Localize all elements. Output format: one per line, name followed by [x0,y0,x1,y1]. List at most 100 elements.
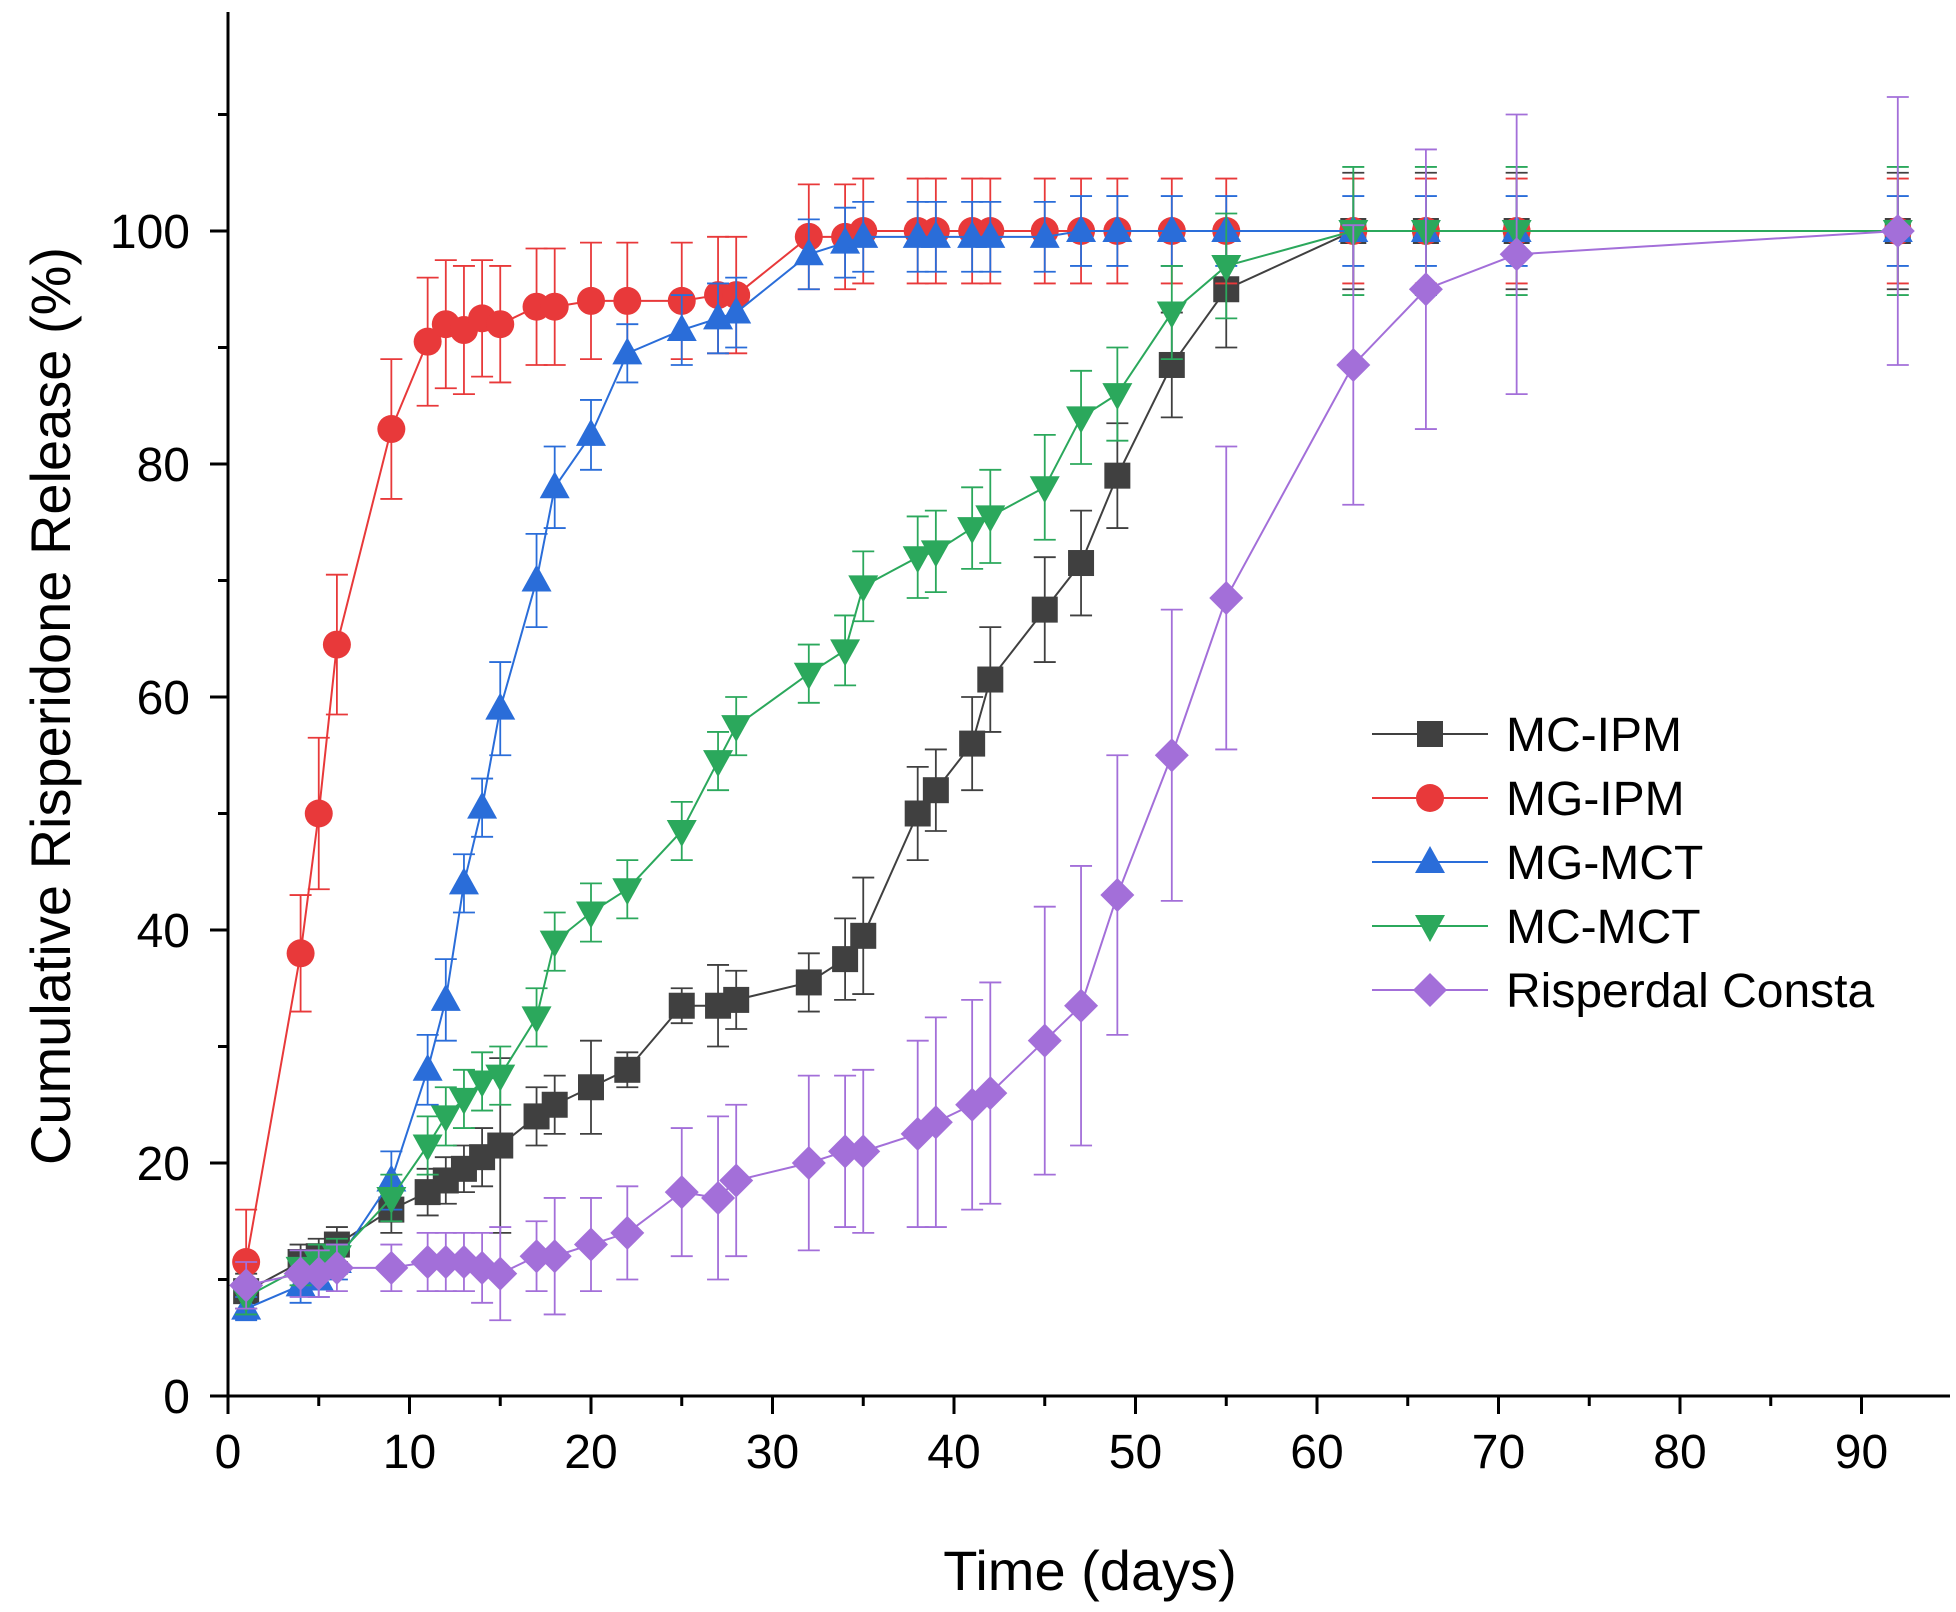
data-point-mg-ipm-5 [413,327,442,356]
data-point-risperdal-consta-3 [319,1250,354,1285]
data-point-risperdal-consta-4 [374,1250,409,1285]
data-point-mg-ipm-12 [577,286,605,315]
data-point-mc-mct-16 [721,715,752,743]
series-mg-mct [231,195,1913,1322]
data-point-mg-ipm-9 [486,310,515,339]
data-point-mg-mct-5 [412,1053,443,1081]
data-point-mg-mct-14 [666,314,697,342]
data-point-mc-mct-28 [1211,254,1242,282]
legend-marker-risperdal-consta [1413,973,1447,1007]
data-point-mc-ipm-14 [668,992,695,1019]
x-tick-label-60: 60 [1290,1426,1343,1479]
data-point-mc-ipm-26 [1104,462,1131,489]
data-point-mc-mct-10 [521,1006,552,1034]
plot-area [229,96,1915,1322]
data-point-risperdal-consta-10 [519,1239,554,1274]
data-point-risperdal-consta-23 [973,1076,1008,1111]
data-point-mc-mct-6 [430,1105,461,1133]
data-point-mc-mct-11 [539,930,570,958]
data-point-mc-mct-13 [612,878,643,906]
data-point-mc-ipm-23 [977,666,1004,693]
x-tick-label-90: 90 [1835,1426,1888,1479]
data-point-mc-mct-17 [793,662,824,690]
data-point-mg-mct-21 [920,220,951,248]
data-point-risperdal-consta-19 [846,1134,881,1169]
data-point-risperdal-consta-6 [428,1245,463,1280]
data-point-risperdal-consta-26 [1100,878,1135,913]
data-point-risperdal-consta-17 [791,1146,826,1180]
series-risperdal-consta [229,96,1915,1322]
data-point-risperdal-consta-32 [1880,214,1915,248]
data-point-mc-ipm-19 [850,922,877,949]
data-point-mg-mct-27 [1156,215,1187,242]
data-point-mc-ipm-9 [487,1132,514,1159]
data-point-mc-mct-25 [1066,406,1097,434]
data-point-mc-mct-26 [1102,383,1133,411]
data-point-mc-mct-8 [467,1070,498,1098]
x-tick-label-50: 50 [1109,1426,1162,1479]
y-tick-label-40: 40 [137,905,190,958]
y-tick-label-100: 100 [110,206,190,259]
x-tick-label-70: 70 [1472,1426,1525,1479]
data-point-risperdal-consta-11 [537,1239,572,1274]
data-point-mg-mct-11 [539,471,570,499]
data-point-mc-ipm-22 [959,730,986,757]
data-point-risperdal-consta-30 [1408,272,1443,307]
data-point-mc-mct-12 [576,901,606,929]
data-point-mc-mct-14 [666,819,697,847]
data-point-mc-ipm-12 [578,1074,604,1101]
axes [226,12,1950,1398]
data-point-mg-mct-25 [1066,215,1097,242]
legend-marker-mg-ipm [1416,784,1444,812]
data-point-mc-ipm-18 [832,946,859,973]
data-point-mc-ipm-20 [904,800,931,827]
data-point-mg-mct-26 [1102,215,1133,242]
data-point-mg-mct-6 [430,983,461,1011]
data-point-mg-mct-10 [521,564,552,592]
data-point-mc-mct-21 [920,540,951,568]
data-point-mc-mct-20 [902,546,933,574]
data-point-risperdal-consta-16 [719,1163,754,1198]
data-point-mc-ipm-16 [723,986,750,1013]
data-point-mc-ipm-24 [1031,596,1058,623]
data-point-risperdal-consta-28 [1209,580,1244,615]
data-point-mg-mct-13 [612,337,643,365]
data-point-risperdal-consta-25 [1064,988,1099,1023]
data-point-mg-mct-17 [793,238,824,266]
data-point-mg-ipm-1 [286,939,315,968]
data-point-mg-mct-19 [848,220,879,248]
data-point-mg-ipm-11 [540,292,569,321]
data-point-mc-ipm-13 [614,1056,641,1083]
data-point-risperdal-consta-12 [574,1227,608,1262]
data-point-mc-mct-5 [412,1134,443,1162]
data-point-mc-mct-7 [448,1087,479,1115]
data-point-mg-mct-23 [975,220,1006,248]
x-tick-label-30: 30 [746,1426,799,1479]
x-axis-title: Time (days) [943,1539,1237,1602]
data-point-mg-ipm-4 [377,415,406,444]
legend-marker-mc-ipm [1417,721,1443,747]
data-point-mg-ipm-3 [322,630,351,659]
y-tick-label-80: 80 [137,439,190,492]
data-point-risperdal-consta-5 [410,1245,445,1280]
data-point-risperdal-consta-31 [1499,237,1534,272]
data-point-risperdal-consta-29 [1336,347,1371,382]
data-point-risperdal-consta-18 [828,1134,863,1169]
data-point-risperdal-consta-9 [483,1256,518,1291]
legend-marker-mg-mct [1415,846,1445,873]
data-point-risperdal-consta-24 [1027,1023,1062,1058]
y-axis-title: Cumulative Risperidone Release (%) [19,247,82,1165]
legend-label-risperdal-consta: Risperdal Consta [1506,965,1874,1018]
data-point-mc-ipm-17 [795,969,822,996]
y-tick-label-0: 0 [163,1371,190,1424]
data-point-mc-mct-23 [975,505,1006,533]
data-point-risperdal-consta-14 [664,1175,699,1210]
data-point-mc-ipm-25 [1068,550,1095,577]
data-point-mg-mct-16 [721,296,752,324]
data-point-risperdal-consta-21 [918,1105,953,1140]
legend-label-mg-ipm: MG-IPM [1506,773,1685,826]
data-point-mc-mct-4 [376,1186,407,1214]
data-point-mc-mct-18 [830,639,861,667]
x-tick-label-0: 0 [215,1426,242,1479]
legend-label-mg-mct: MG-MCT [1506,837,1703,890]
